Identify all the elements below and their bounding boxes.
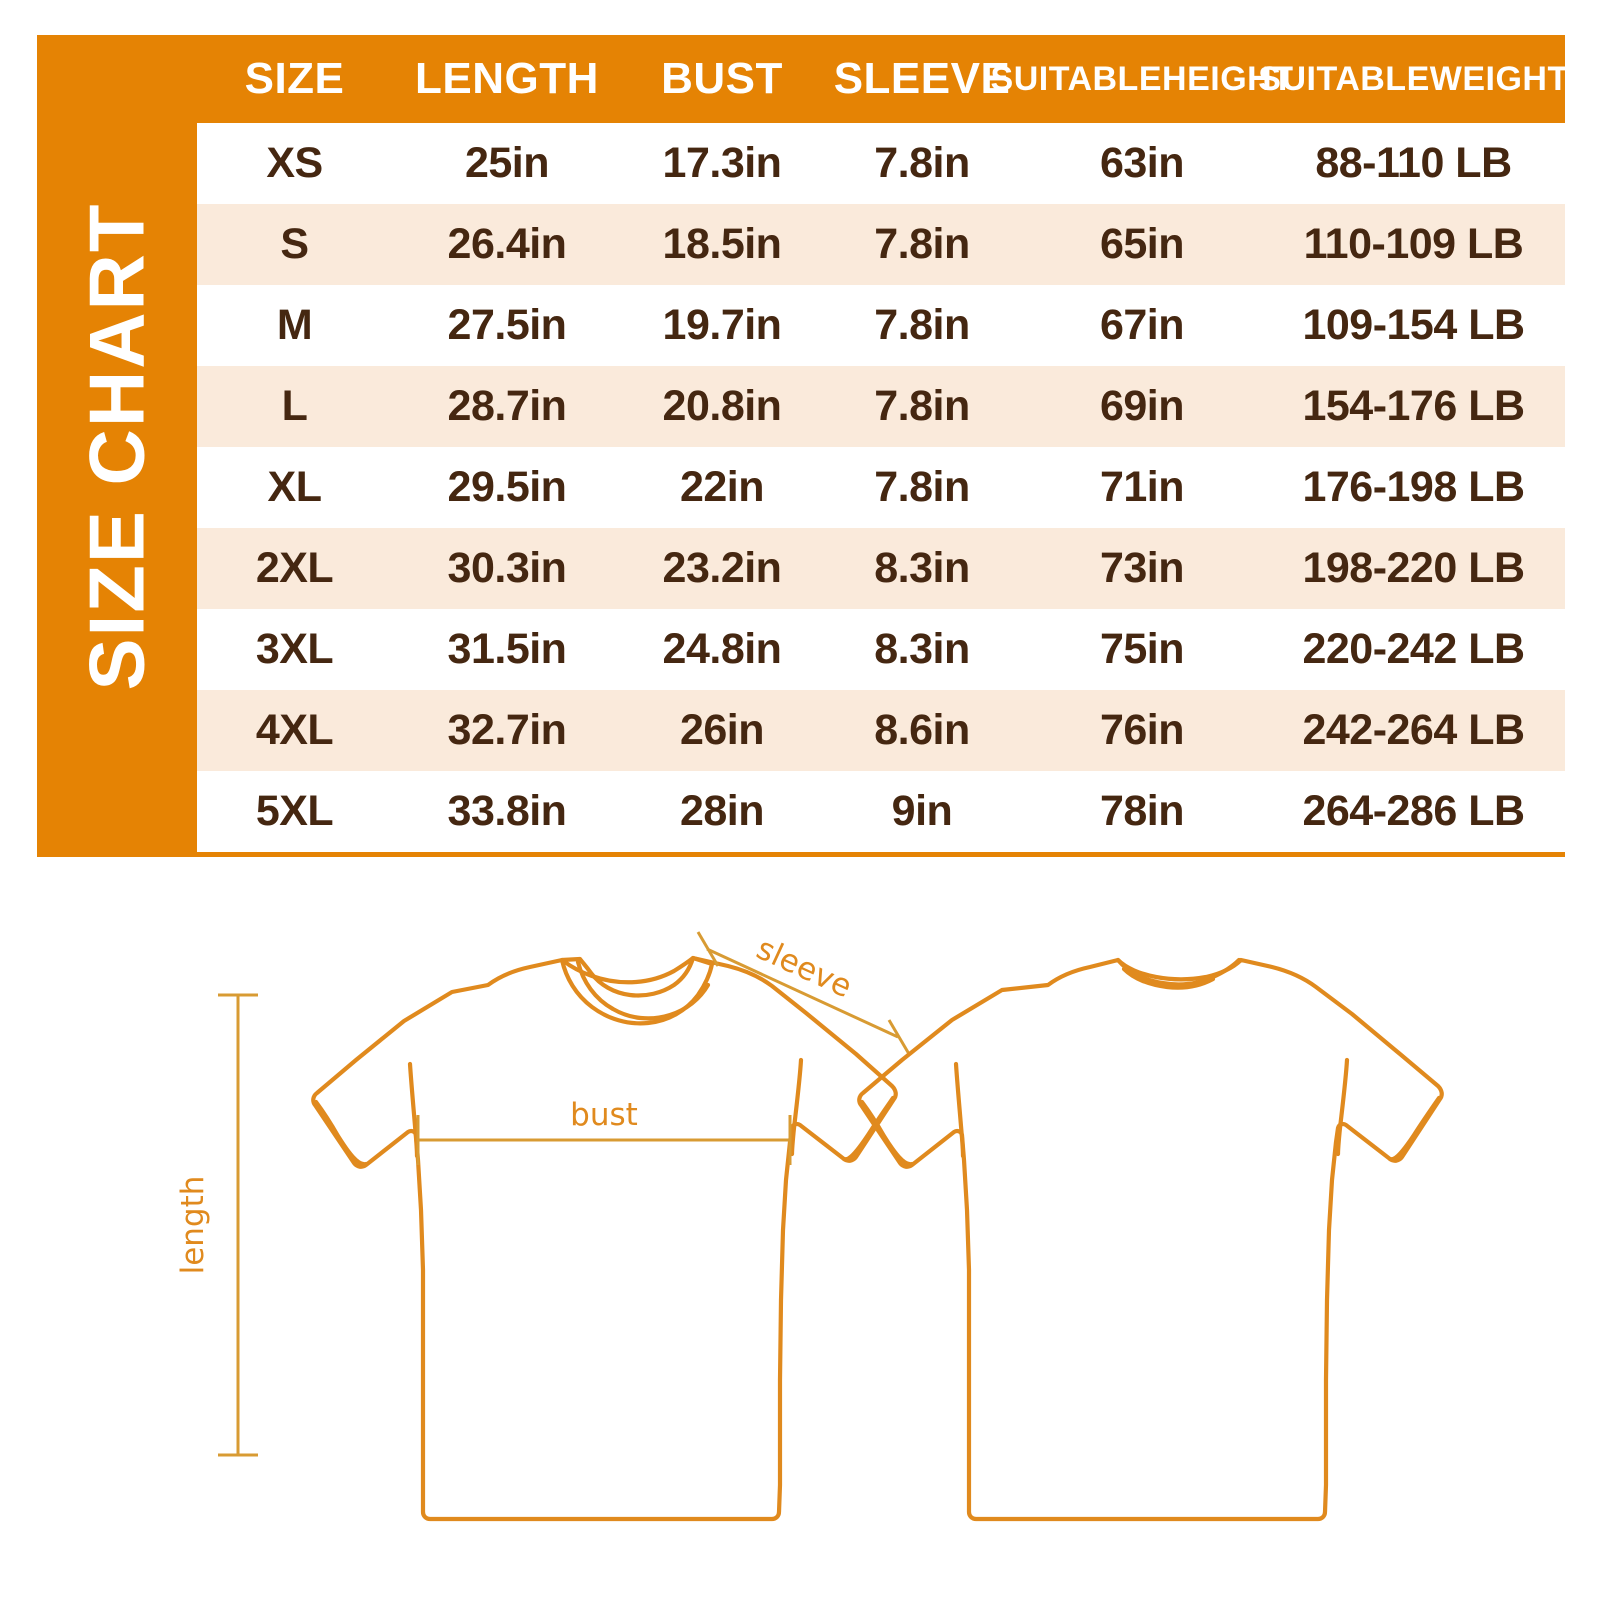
table-row: XS 25in 17.3in 7.8in 63in 88-110 LB <box>197 123 1565 204</box>
column-header-line: SUITABLE <box>1258 59 1430 98</box>
cell-bust: 20.8in <box>622 366 822 447</box>
column-header-line: BUST <box>661 54 783 104</box>
cell-sleeve: 8.3in <box>822 609 1022 690</box>
cell-sleeve: 7.8in <box>822 285 1022 366</box>
table-row: 3XL 31.5in 24.8in 8.3in 75in 220-242 LB <box>197 609 1565 690</box>
cell-weight: 109-154 LB <box>1262 285 1565 366</box>
tshirt-front-view: bust <box>311 955 898 1522</box>
column-header-weight: SUITABLE WEIGHT <box>1258 35 1568 123</box>
cell-sleeve: 7.8in <box>822 123 1022 204</box>
cell-weight: 264-286 LB <box>1262 771 1565 852</box>
cell-bust: 26in <box>622 690 822 771</box>
table-row: L 28.7in 20.8in 7.8in 69in 154-176 LB <box>197 366 1565 447</box>
length-dimension: length <box>175 993 258 1457</box>
table-row: 2XL 30.3in 23.2in 8.3in 73in 198-220 LB <box>197 528 1565 609</box>
column-header-size: SIZE <box>197 35 392 123</box>
cell-bust: 23.2in <box>622 528 822 609</box>
sleeve-dimension: sleeve <box>696 931 911 1055</box>
cell-weight: 198-220 LB <box>1262 528 1565 609</box>
cell-length: 27.5in <box>392 285 622 366</box>
cell-bust: 17.3in <box>622 123 822 204</box>
column-header-bust: BUST <box>622 35 822 123</box>
cell-length: 28.7in <box>392 366 622 447</box>
cell-length: 31.5in <box>392 609 622 690</box>
cell-sleeve: 8.6in <box>822 690 1022 771</box>
cell-length: 32.7in <box>392 690 622 771</box>
cell-length: 26.4in <box>392 204 622 285</box>
cell-height: 76in <box>1022 690 1262 771</box>
cell-sleeve: 7.8in <box>822 366 1022 447</box>
table-row: S 26.4in 18.5in 7.8in 65in 110-109 LB <box>197 204 1565 285</box>
cell-height: 65in <box>1022 204 1262 285</box>
cell-size: 2XL <box>197 528 392 609</box>
cell-length: 25in <box>392 123 622 204</box>
page-title: SIZE CHART <box>72 202 161 690</box>
cell-sleeve: 7.8in <box>822 204 1022 285</box>
cell-bust: 28in <box>622 771 822 852</box>
cell-size: L <box>197 366 392 447</box>
cell-height: 69in <box>1022 366 1262 447</box>
cell-size: 4XL <box>197 690 392 771</box>
tshirt-measurement-diagram: length bust <box>0 880 1600 1580</box>
cell-bust: 24.8in <box>622 609 822 690</box>
table-row: M 27.5in 19.7in 7.8in 67in 109-154 LB <box>197 285 1565 366</box>
cell-length: 29.5in <box>392 447 622 528</box>
size-chart-vertical-title: SIZE CHART <box>37 35 197 857</box>
column-header-line: HEIGHT <box>1162 59 1294 98</box>
cell-length: 30.3in <box>392 528 622 609</box>
column-header-line: SLEEVE <box>833 54 1011 104</box>
cell-height: 63in <box>1022 123 1262 204</box>
cell-weight: 88-110 LB <box>1262 123 1565 204</box>
cell-height: 75in <box>1022 609 1262 690</box>
cell-height: 67in <box>1022 285 1262 366</box>
cell-weight: 220-242 LB <box>1262 609 1565 690</box>
size-table-wrapper: XS 25in 17.3in 7.8in 63in 88-110 LB S 26.4in 18.… <box>197 123 1565 852</box>
cell-bust: 19.7in <box>622 285 822 366</box>
column-header-line: WEIGHT <box>1429 59 1569 98</box>
table-row: 4XL 32.7in 26in 8.6in 76in 242-264 LB <box>197 690 1565 771</box>
column-header-line: SIZE <box>244 54 345 104</box>
cell-size: XL <box>197 447 392 528</box>
cell-sleeve: 9in <box>822 771 1022 852</box>
cell-size: 5XL <box>197 771 392 852</box>
cell-bust: 18.5in <box>622 204 822 285</box>
column-header-sleeve: SLEEVE <box>822 35 1022 123</box>
table-row: XL 29.5in 22in 7.8in 71in 176-198 LB <box>197 447 1565 528</box>
cell-bust: 22in <box>622 447 822 528</box>
cell-weight: 242-264 LB <box>1262 690 1565 771</box>
column-header-length: LENGTH <box>392 35 622 123</box>
column-header-line: SUITABLE <box>990 59 1163 98</box>
cell-weight: 154-176 LB <box>1262 366 1565 447</box>
table-bottom-rule <box>197 852 1565 857</box>
bust-label: bust <box>570 1097 638 1133</box>
table-header-row: SIZE LENGTH BUST SLEEVE SUITABLE HEIGHT SUITAB… <box>197 35 1569 123</box>
size-table: XS 25in 17.3in 7.8in 63in 88-110 LB S 26.4in 18.… <box>197 123 1565 852</box>
bust-dimension: bust <box>416 1097 792 1165</box>
tshirt-back-view <box>857 957 1444 1522</box>
cell-sleeve: 8.3in <box>822 528 1022 609</box>
cell-size: M <box>197 285 392 366</box>
cell-size: S <box>197 204 392 285</box>
length-label: length <box>175 1176 211 1275</box>
column-header-line: LENGTH <box>415 54 599 104</box>
table-row: 5XL 33.8in 28in 9in 78in 264-286 LB <box>197 771 1565 852</box>
cell-height: 73in <box>1022 528 1262 609</box>
cell-size: XS <box>197 123 392 204</box>
column-header-height: SUITABLE HEIGHT <box>991 35 1293 123</box>
cell-weight: 176-198 LB <box>1262 447 1565 528</box>
cell-size: 3XL <box>197 609 392 690</box>
cell-weight: 110-109 LB <box>1262 204 1565 285</box>
cell-height: 78in <box>1022 771 1262 852</box>
cell-height: 71in <box>1022 447 1262 528</box>
cell-length: 33.8in <box>392 771 622 852</box>
cell-sleeve: 7.8in <box>822 447 1022 528</box>
size-table-body: XS 25in 17.3in 7.8in 63in 88-110 LB S 26.4in 18.… <box>197 123 1565 852</box>
size-chart-block: SIZE CHART SIZE LENGTH BUST SLEEVE SUITABLE H… <box>37 35 1569 857</box>
